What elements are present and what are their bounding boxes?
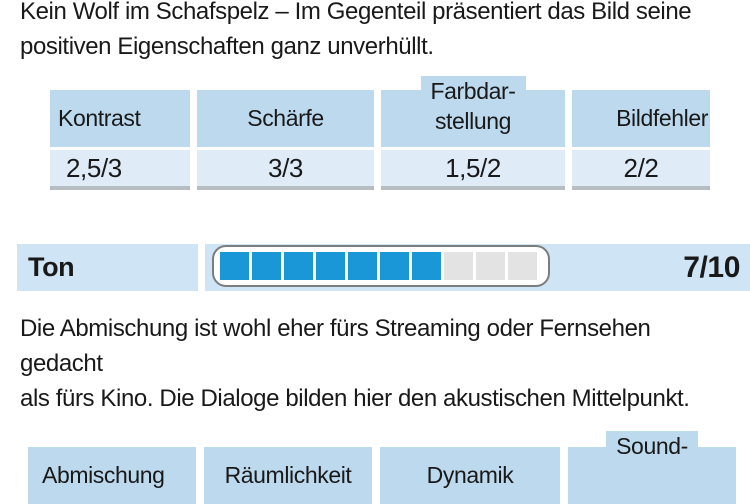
column-header-1: Schärfe (197, 90, 374, 147)
rating-segment-empty (508, 252, 537, 280)
column-value-1: 3/3 (197, 150, 374, 190)
column-value-0: 2,5/3 (50, 150, 190, 190)
column-header-label: Räumlichkeit (224, 462, 352, 488)
column-header-3: Bildfehler (572, 90, 710, 147)
column-header-0: Kontrast (50, 90, 190, 147)
sound-score-row: Ton 7/10 (0, 244, 750, 291)
column-header-label: Kontrast (58, 105, 141, 131)
rating-segment-filled (284, 252, 313, 280)
rating-segment-filled (380, 252, 409, 280)
sound-score-value: 7/10 (683, 250, 740, 284)
column-header-label: Dynamik (426, 462, 514, 488)
sound-section-label: Ton (17, 244, 198, 291)
sound-score-band: 7/10 (205, 244, 750, 291)
column-header-stack: Sound- (568, 431, 736, 461)
rating-segment-filled (316, 252, 345, 280)
sound-rating-table: Abmischung Räumlichkeit Dynamik Sound- (28, 431, 750, 504)
rating-segment-filled (348, 252, 377, 280)
picture-rating-table: Kontrast Schärfe Farbdar-stellung Bildfehle… (50, 76, 750, 190)
rating-segment-empty (476, 252, 505, 280)
sound-comment: Die Abmischung ist wohl eher fürs Stream… (20, 315, 690, 412)
rating-segment-filled (252, 252, 281, 280)
column-header-3: Sound- (568, 431, 736, 504)
column-header-0: Abmischung (28, 447, 196, 504)
column-value-2: 1,5/2 (381, 150, 565, 190)
sound-section-label-text: Ton (28, 252, 75, 282)
column-value-3: 2/2 (572, 150, 710, 190)
rating-segment-filled (220, 252, 249, 280)
column-header-label: Bildfehler (616, 105, 708, 131)
rating-segment-empty (444, 252, 473, 280)
column-header-label: Schärfe (247, 105, 324, 131)
column-header-2: Farbdar-stellung (381, 76, 565, 147)
column-header-line: Farbdar- (420, 76, 526, 106)
picture-comment: Kein Wolf im Schafspelz – Im Gegenteil p… (20, 0, 692, 60)
column-header-line: Sound- (606, 431, 698, 461)
column-header-stack: Farbdar-stellung (381, 76, 565, 136)
rating-segment-filled (412, 252, 441, 280)
column-header-1: Räumlichkeit (204, 447, 372, 504)
rating-bar (212, 245, 550, 287)
column-header-line: stellung (424, 106, 522, 136)
column-header-label: Abmischung (42, 462, 165, 488)
column-header-2: Dynamik (380, 447, 560, 504)
